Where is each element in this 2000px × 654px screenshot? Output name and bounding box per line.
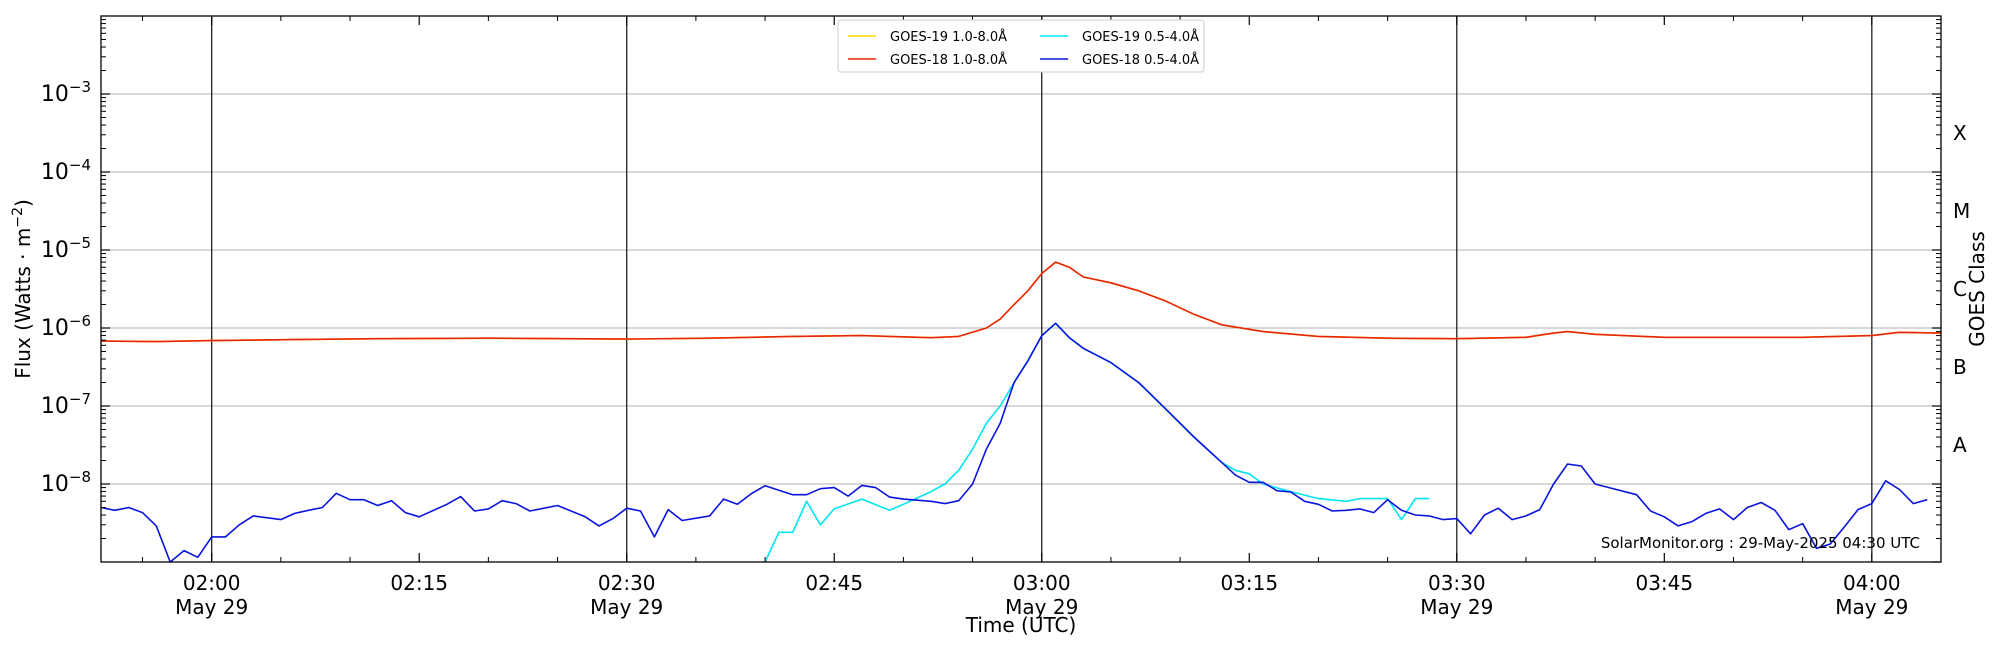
legend-label: GOES-19 0.5-4.0Å	[1082, 29, 1199, 45]
x-tick-date-label: May 29	[175, 595, 248, 619]
series-line-1	[100, 261, 1942, 343]
y-tick-label: 10−4	[41, 156, 91, 185]
legend-label: GOES-19 1.0-8.0Å	[890, 29, 1007, 45]
series-line-3	[764, 322, 1430, 563]
goes-class-label: C	[1953, 277, 1967, 301]
legend: GOES-19 1.0-8.0Å GOES-18 1.0-8.0Å GOES-19 …	[837, 19, 1205, 73]
goes-class-label: X	[1953, 121, 1967, 145]
x-tick-label: 02:15	[390, 571, 448, 595]
x-tick-label: 04:00	[1843, 571, 1901, 595]
date-lines-layer	[211, 16, 1873, 562]
goes-class-label: A	[1953, 433, 1967, 457]
y-tick-label: 10−5	[41, 234, 91, 263]
series-line-4	[100, 322, 1928, 563]
source-annotation: SolarMonitor.org : 29-May-2025 04:30 UTC	[1601, 534, 1920, 552]
y-tick-label: 10−3	[41, 78, 91, 107]
y-tick-label: 10−8	[41, 468, 91, 497]
legend-label: GOES-18 0.5-4.0Å	[1082, 52, 1199, 68]
x-axis-label: Time (UTC)	[965, 613, 1077, 637]
y-tick-label: 10−6	[41, 312, 91, 341]
legend-box	[837, 19, 1205, 73]
x-tick-date-label: May 29	[1835, 595, 1908, 619]
x-tick-date-label: May 29	[1005, 595, 1078, 619]
goes-class-axis-label: GOES Class	[1965, 231, 1989, 347]
x-tick-label: 03:15	[1220, 571, 1278, 595]
grid-layer	[101, 93, 1941, 485]
plot-frame	[100, 15, 1942, 563]
x-tick-label: 02:00	[183, 571, 241, 595]
x-tick-label: 03:45	[1635, 571, 1693, 595]
x-tick-date-label: May 29	[1420, 595, 1493, 619]
x-tick-label: 02:30	[598, 571, 656, 595]
goes-class-label: M	[1953, 199, 1970, 223]
x-tick-label: 03:00	[1013, 571, 1071, 595]
goes-class-label: B	[1953, 355, 1967, 379]
series-layer	[100, 261, 1942, 563]
series-line-2	[100, 261, 1942, 343]
x-tick-date-label: May 29	[590, 595, 663, 619]
x-tick-label: 02:45	[805, 571, 863, 595]
y-tick-label: 10−7	[41, 390, 91, 419]
x-tick-label: 03:30	[1428, 571, 1486, 595]
y-axis-label: Flux (Watts · m−2)	[10, 199, 35, 379]
legend-label: GOES-18 1.0-8.0Å	[890, 52, 1007, 68]
